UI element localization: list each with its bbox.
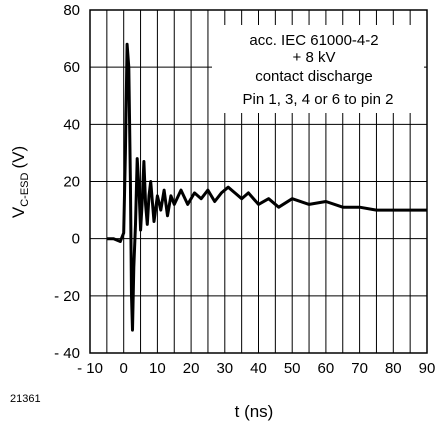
x-tick-label: 40 [250, 360, 267, 377]
y-tick-label: - 40 [54, 345, 80, 362]
x-tick-label: 90 [419, 360, 436, 377]
x-tick-label: 80 [385, 360, 402, 377]
x-tick-label: 70 [351, 360, 368, 377]
annotation-box [212, 25, 424, 113]
y-tick-label: 60 [63, 59, 80, 76]
y-axis-title: VC-ESD (V) [9, 146, 31, 218]
x-tick-label: 0 [120, 360, 128, 377]
x-tick-label: 30 [216, 360, 233, 377]
y-tick-label: 20 [63, 174, 80, 191]
annotation-line-4: Pin 1, 3, 4 or 6 to pin 2 [243, 91, 394, 108]
annotation-line-1: acc. IEC 61000-4-2 [249, 32, 378, 49]
x-axis-title: t (ns) [235, 402, 274, 421]
y-tick-label: 40 [63, 116, 80, 133]
x-tick-label: 10 [149, 360, 166, 377]
plot-frame [89, 9, 428, 354]
series [106, 42, 427, 332]
y-axis-title-unit: (V) [9, 146, 28, 169]
x-tick-label: - 10 [77, 360, 103, 377]
voltage-waveform-line [106, 42, 427, 332]
y-tick-label: 0 [72, 231, 80, 248]
y-axis-title-main: V [9, 206, 28, 218]
x-tick-label: 60 [318, 360, 335, 377]
y-tick-label: - 20 [54, 288, 80, 305]
annotation-line-2: + 8 kV [293, 49, 336, 66]
ticks: - 10 0 10 20 30 40 50 60 70 80 90 - 40 - 20 0 20 40 60 80 [54, 2, 435, 377]
figure-id: 21361 [10, 393, 41, 405]
x-tick-label: 50 [284, 360, 301, 377]
y-tick-label: 80 [63, 2, 80, 19]
y-axis-title-subscript: C-ESD [19, 173, 31, 207]
x-tick-label: 20 [183, 360, 200, 377]
annotation-line-3: contact discharge [255, 68, 373, 85]
